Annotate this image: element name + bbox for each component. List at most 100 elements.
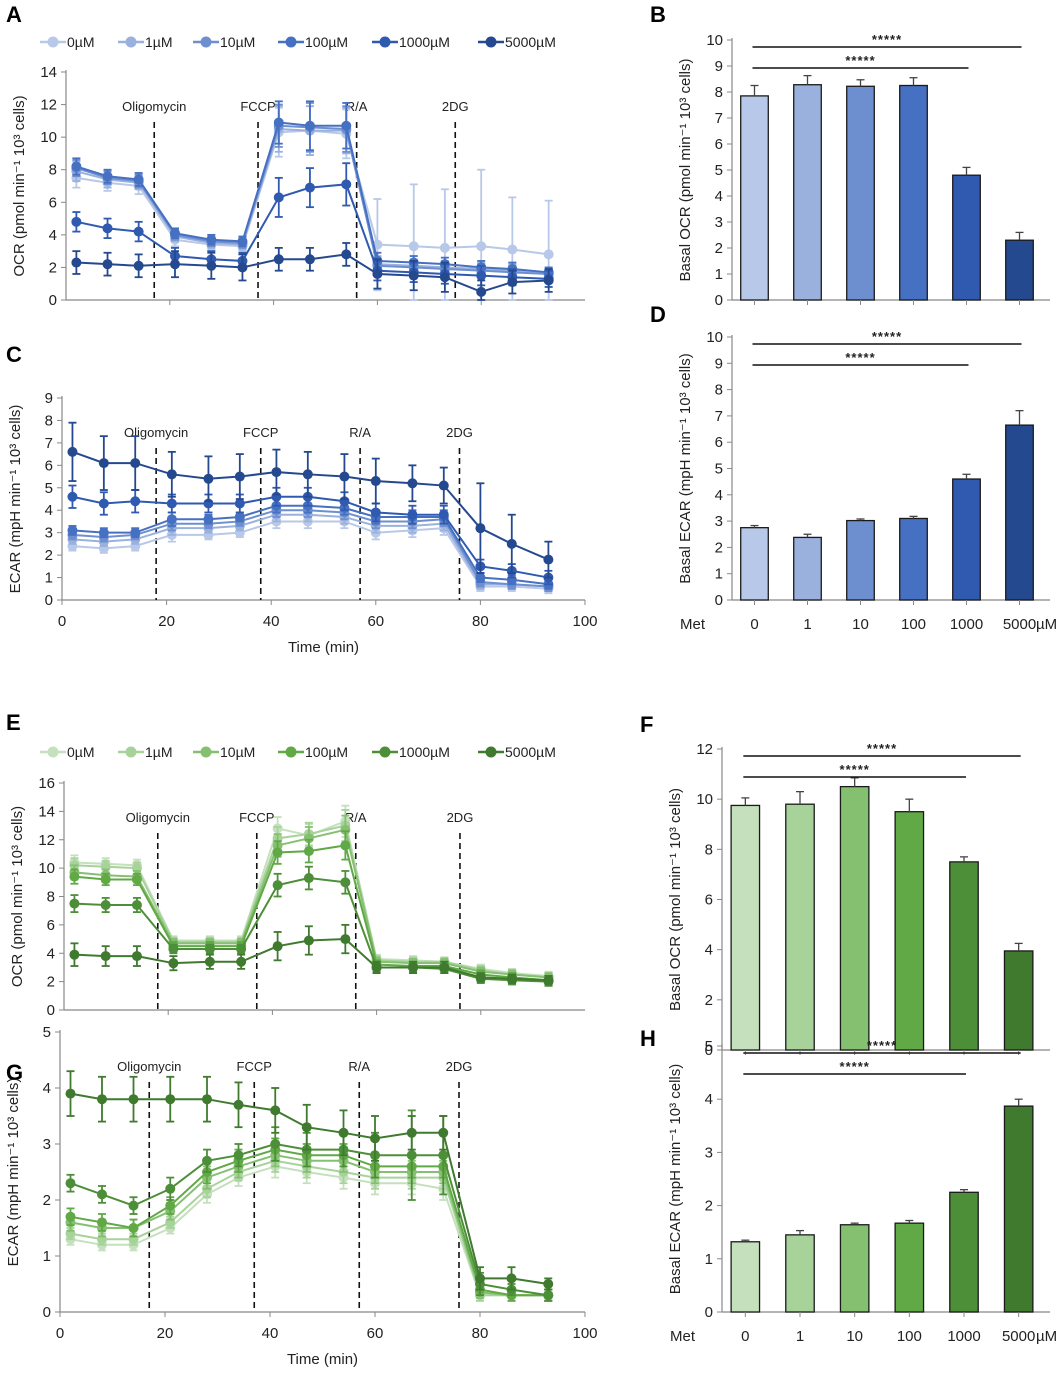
y-tick-label: 3 — [715, 513, 723, 530]
x-tick-label: 0 — [58, 613, 66, 630]
data-point — [131, 874, 142, 885]
data-point — [233, 1099, 244, 1110]
y-tick-label: 4 — [47, 945, 55, 962]
bar-1 — [785, 803, 815, 1051]
bar-1 — [793, 84, 822, 301]
data-point — [128, 1200, 139, 1211]
y-tick-label: 0 — [45, 592, 53, 609]
data-point — [302, 469, 313, 480]
y-tick-label: 6 — [47, 917, 55, 934]
bar-1000 — [952, 174, 981, 301]
y-tick-label: 8 — [705, 841, 713, 858]
category-label: 0 — [750, 616, 758, 633]
data-point — [67, 525, 78, 536]
data-point — [543, 249, 554, 260]
bar-1000 — [949, 1191, 979, 1313]
x-tick-label: 40 — [263, 613, 280, 630]
data-point — [543, 1279, 554, 1289]
y-tick-label: 3 — [705, 1144, 713, 1161]
data-point — [273, 254, 284, 265]
series-5000um — [67, 421, 554, 579]
legend-label: 10µM — [220, 744, 255, 760]
data-point — [69, 898, 80, 909]
data-point — [303, 873, 314, 884]
data-point — [340, 840, 351, 851]
legend-item: 0µM — [40, 34, 95, 50]
bar-5000 — [1003, 950, 1034, 1051]
data-point — [407, 478, 418, 489]
legend-label: 0µM — [67, 744, 95, 760]
y-tick-label: 8 — [715, 84, 723, 101]
data-point — [97, 1094, 107, 1105]
data-point — [438, 1150, 449, 1161]
data-point — [131, 900, 142, 911]
injection-label: Oligomycin — [126, 810, 190, 825]
legend-label: 1µM — [145, 744, 173, 760]
data-point — [166, 498, 177, 509]
legend-label: 1000µM — [399, 744, 450, 760]
data-point — [234, 511, 245, 522]
data-point — [271, 467, 282, 478]
bar-0 — [730, 1241, 761, 1313]
legend-label: 100µM — [305, 34, 348, 50]
injection-label: Oligomycin — [124, 425, 188, 440]
data-point — [100, 951, 111, 962]
data-point — [476, 241, 487, 252]
data-point — [406, 1150, 417, 1161]
data-point — [169, 228, 180, 239]
y-tick-label: 6 — [705, 892, 713, 909]
data-point — [270, 1105, 281, 1116]
injection-label: Oligomycin — [117, 1059, 181, 1074]
y-tick-label: 6 — [715, 434, 723, 451]
legend-swatch-marker — [285, 746, 297, 758]
y-tick-label: 12 — [38, 832, 55, 849]
injection-label: 2DG — [442, 99, 469, 114]
data-point — [341, 179, 352, 190]
data-point — [408, 270, 419, 281]
y-tick-label: 4 — [43, 1080, 51, 1097]
bar-5000 — [1005, 239, 1034, 301]
data-point — [304, 182, 315, 193]
y-tick-label: 5 — [715, 461, 723, 478]
data-point — [407, 509, 418, 520]
data-point — [340, 824, 351, 835]
data-point — [475, 972, 486, 983]
data-point — [439, 272, 450, 283]
data-point — [439, 242, 450, 253]
y-tick-label: 2 — [47, 974, 55, 991]
data-point — [476, 270, 487, 281]
y-tick-label: 1 — [715, 266, 723, 283]
legend-item: 10µM — [193, 744, 255, 760]
y-tick-label: 9 — [715, 58, 723, 75]
injection-label: R/A — [345, 810, 367, 825]
bar-100 — [899, 517, 928, 601]
x-axis-title: Time (min) — [287, 1351, 358, 1368]
x-tick-label: 100 — [572, 613, 597, 630]
y-tick-label: 10 — [40, 129, 57, 146]
series-line — [74, 844, 549, 982]
bar-0 — [740, 527, 769, 601]
y-tick-label: 0 — [705, 1042, 713, 1059]
data-point — [102, 171, 113, 182]
data-point — [203, 473, 214, 484]
category-label: 5000 — [1002, 1328, 1035, 1345]
x-tick-label: 20 — [157, 1325, 174, 1342]
legend-swatch-marker — [485, 36, 497, 48]
injection-label: R/A — [349, 425, 371, 440]
panel-letter: H — [640, 1026, 656, 1051]
data-point — [130, 458, 141, 469]
legend-swatch-marker — [200, 746, 212, 758]
panel-letter: C — [6, 342, 22, 367]
legend-swatch-marker — [379, 36, 391, 48]
y-axis-title: ECAR (mpH min⁻¹ 10³ cells) — [5, 1078, 22, 1267]
data-point — [273, 192, 284, 203]
legend-item: 1µM — [118, 744, 173, 760]
category-label: 0 — [741, 1328, 749, 1345]
x-axis-unit-label: µM — [1036, 616, 1057, 633]
y-tick-label: 5 — [715, 162, 723, 179]
data-point — [67, 446, 78, 457]
bar-5000 — [1005, 424, 1034, 601]
data-point — [543, 1290, 554, 1301]
significance-stars: ***** — [867, 1038, 897, 1053]
